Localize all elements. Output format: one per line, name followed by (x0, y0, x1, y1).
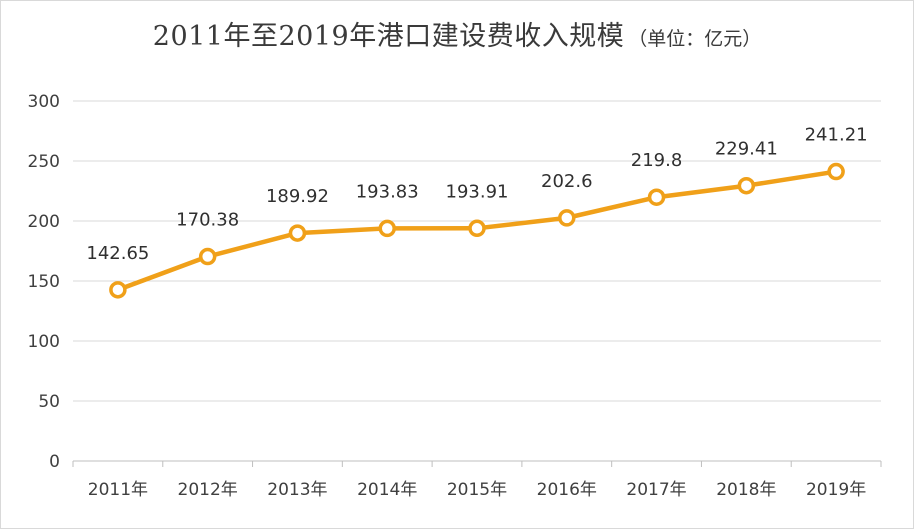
y-tick-label: 200 (28, 212, 60, 232)
data-point (647, 188, 666, 206)
y-tick-label: 300 (28, 92, 60, 112)
data-labels: 142.65 170.38 189.92 193.83 193.91 202.6 219.8… (86, 125, 867, 264)
data-label: 241.21 (805, 125, 868, 146)
y-tick-label: 0 (49, 452, 60, 472)
y-tick-label: 100 (28, 332, 60, 352)
data-point (198, 247, 217, 266)
x-tick-label: 2013年 (267, 480, 327, 500)
data-point (109, 281, 127, 299)
x-tick-label: 2012年 (178, 480, 238, 500)
x-tick-label: 2019年 (806, 480, 866, 500)
data-point (288, 224, 307, 242)
data-point (558, 209, 576, 227)
data-point (378, 219, 396, 238)
data-label: 229.41 (715, 139, 778, 160)
chart-unit-text: （单位：亿元） (628, 28, 762, 50)
x-tick-label: 2017年 (626, 480, 686, 500)
x-tick-label: 2015年 (447, 480, 507, 500)
y-tick-label: 50 (38, 392, 60, 412)
data-points (109, 162, 845, 299)
y-axis-tick-labels: 0 50 100 150 200 250 300 (28, 92, 60, 472)
x-tick-label: 2016年 (537, 480, 597, 500)
data-label: 170.38 (176, 210, 239, 231)
data-point (468, 219, 486, 238)
y-tick-label: 250 (28, 152, 60, 172)
x-tick-label: 2011年 (88, 480, 148, 500)
x-tick-label: 2014年 (357, 480, 417, 500)
data-label: 193.83 (356, 181, 419, 202)
y-tick-label: 150 (28, 272, 60, 292)
x-axis (72, 460, 882, 467)
data-label: 189.92 (266, 186, 329, 207)
data-label: 202.6 (541, 171, 593, 192)
x-axis-tick-labels: 2011年 2012年 2013年 2014年 2015年 2016年 2017年 2018年… (88, 480, 866, 500)
data-point (827, 162, 845, 181)
chart-title: 2011年至2019年港口建设费收入规模 （单位：亿元） (0, 14, 914, 53)
x-tick-label: 2018年 (716, 480, 776, 500)
chart-title-text: 2011年至2019年港口建设费收入规模 (152, 21, 625, 52)
data-label: 219.8 (631, 150, 683, 171)
data-label: 142.65 (86, 243, 149, 264)
data-point (737, 176, 756, 195)
data-label: 193.91 (446, 181, 509, 202)
